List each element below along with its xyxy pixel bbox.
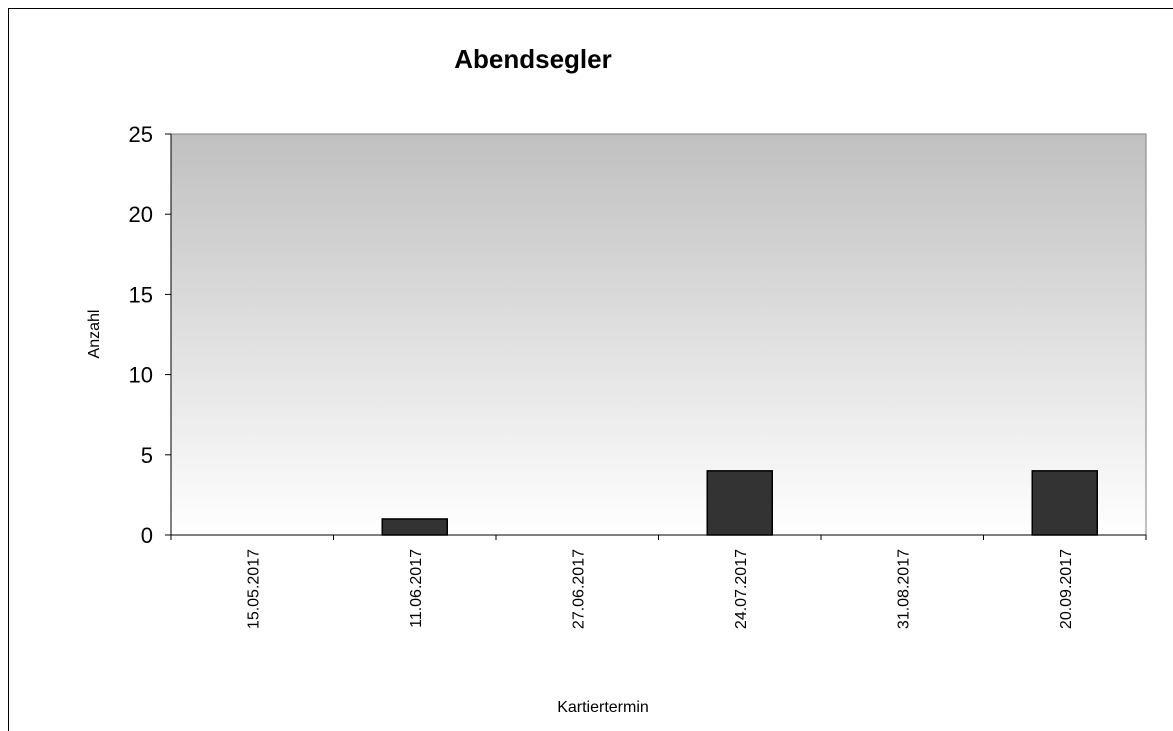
x-tick-label: 31.08.2017 (895, 549, 912, 629)
bar (381, 518, 448, 536)
x-tick-label: 20.09.2017 (1058, 549, 1075, 629)
y-axis-label: Anzahl (86, 310, 103, 359)
y-tick-label: 5 (141, 443, 153, 468)
y-tick-label: 15 (129, 282, 153, 307)
plot-area (170, 133, 1147, 536)
x-axis: 15.05.2017 11.06.2017 27.06.2017 24.07.2017… (170, 534, 1147, 629)
y-tick-label: 0 (141, 523, 153, 548)
x-tick-label: 24.07.2017 (733, 549, 750, 629)
bar (1031, 470, 1098, 536)
chart-title: Abendsegler (454, 44, 612, 74)
chart-frame (8, 8, 1173, 731)
x-tick-label: 11.06.2017 (408, 549, 425, 628)
bars (381, 470, 1098, 536)
y-tick-label: 25 (129, 122, 153, 147)
y-axis: 0 5 10 15 20 25 (129, 122, 172, 548)
x-tick-label: 15.05.2017 (245, 549, 262, 629)
y-tick-label: 20 (129, 202, 153, 227)
y-tick-label: 10 (129, 363, 153, 388)
x-tick-label: 27.06.2017 (570, 549, 587, 629)
bar (706, 470, 773, 536)
x-axis-label: Kartiertermin (557, 699, 649, 716)
